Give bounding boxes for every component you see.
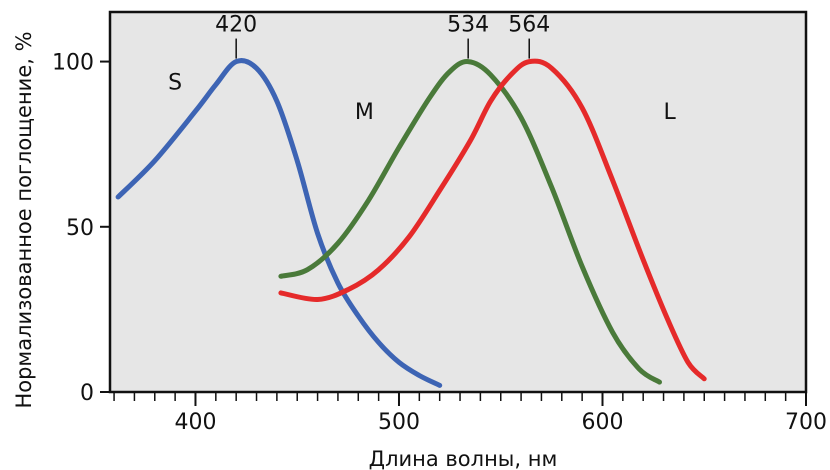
x-tick-label-500: 500	[378, 410, 420, 435]
peak-label-534: 534	[447, 13, 489, 38]
y-tick-label-0: 0	[80, 381, 94, 406]
x-tick-label-600: 600	[581, 410, 623, 435]
y-tick-label-100: 100	[52, 51, 94, 76]
x-tick-label-400: 400	[174, 410, 216, 435]
series-label-s: S	[168, 70, 182, 95]
x-tick-label-700: 700	[785, 410, 827, 435]
x-axis-title: Длина волны, нм	[369, 447, 558, 470]
peak-label-420: 420	[215, 13, 257, 38]
series-label-m: M	[355, 100, 374, 125]
peak-label-564: 564	[508, 13, 550, 38]
plot-background	[110, 12, 806, 392]
y-axis-title: Нормализованное поглощение, %	[12, 31, 36, 408]
series-label-l: L	[664, 100, 677, 125]
y-tick-label-50: 50	[66, 216, 94, 241]
